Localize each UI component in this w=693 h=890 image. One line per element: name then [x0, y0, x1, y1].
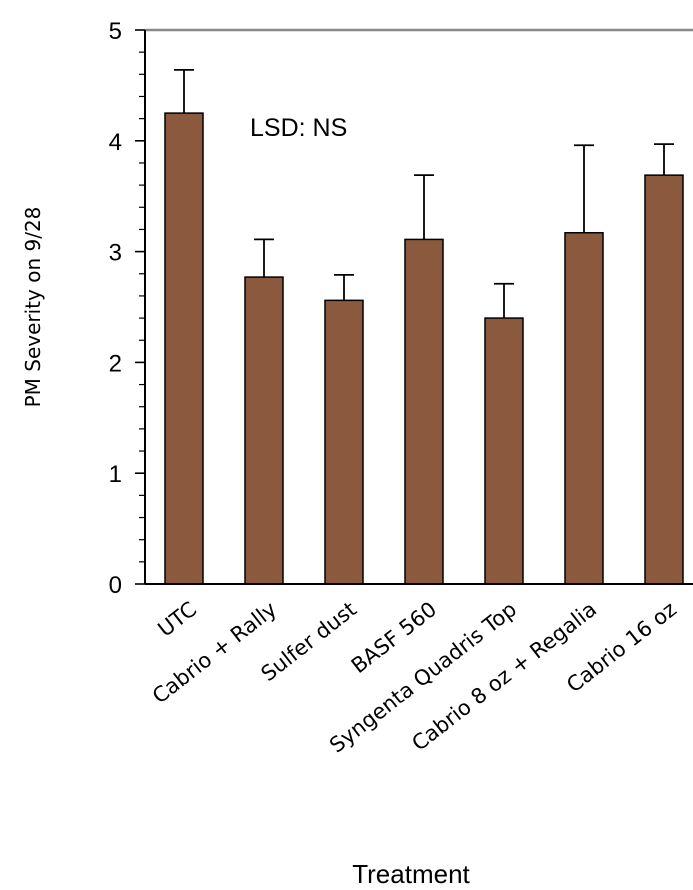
y-axis-title: PM Severity on 9/28 — [21, 207, 45, 408]
lsd-annotation: LSD: NS — [250, 114, 347, 142]
y-tick-label-4: 4 — [109, 129, 122, 156]
bar-1 — [164, 112, 204, 585]
y-tick-label-3: 3 — [109, 240, 122, 267]
y-tick-label-0: 0 — [109, 572, 122, 599]
bar-4 — [404, 238, 444, 585]
bars-layer — [164, 112, 684, 585]
x-category-label-1: UTC — [153, 597, 201, 642]
bar-5 — [484, 317, 524, 585]
y-tick-label-5: 5 — [109, 18, 122, 45]
y-tick-label-2: 2 — [109, 350, 122, 377]
tick-labels-layer: 0 1 2 3 4 5 — [109, 18, 122, 599]
bar-3 — [324, 299, 364, 585]
y-tick-label-1: 1 — [109, 461, 122, 488]
bar-2 — [244, 276, 284, 585]
bar-6 — [564, 232, 604, 585]
x-axis-title: Treatment — [352, 859, 470, 889]
axes-layer — [135, 28, 693, 585]
error-bars-layer — [174, 68, 674, 319]
bar-7 — [644, 174, 684, 585]
